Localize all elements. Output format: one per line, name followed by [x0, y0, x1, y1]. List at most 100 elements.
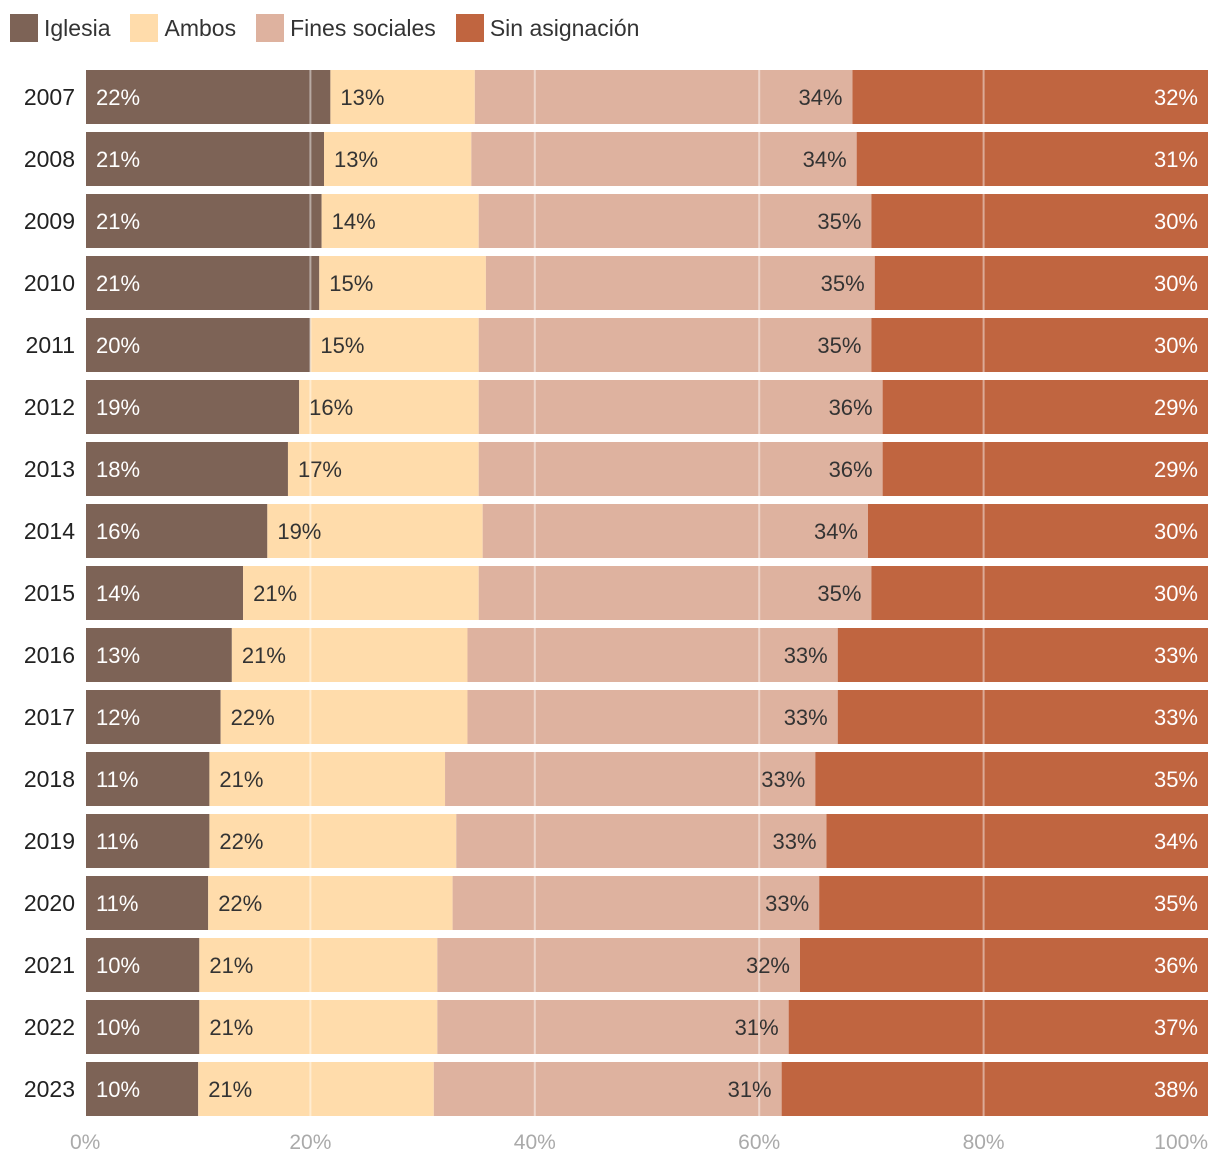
bar-label-ambos-2019: 22% [219, 829, 263, 854]
bar-segment-fines-sociales-2008 [471, 132, 857, 186]
bar-segment-ambos-2008 [324, 132, 472, 186]
bar-label-iglesia-2009: 21% [96, 209, 140, 234]
bar-segment-fines-sociales-2015 [478, 566, 872, 620]
bar-label-ambos-2016: 21% [242, 643, 286, 668]
year-label-2013: 2013 [24, 456, 75, 482]
bar-segment-sin-asignacion-2015 [871, 566, 1208, 620]
bar-label-ambos-2013: 17% [298, 457, 342, 482]
bar-segment-sin-asignacion-2023 [781, 1062, 1208, 1116]
bar-segment-fines-sociales-2022 [437, 1000, 789, 1054]
bar-segment-fines-sociales-2019 [456, 814, 827, 868]
bar-segment-sin-asignacion-2017 [837, 690, 1208, 744]
year-label-2011: 2011 [26, 332, 75, 358]
bar-segment-sin-asignacion-2008 [856, 132, 1208, 186]
bar-label-sin-asignacion-2018: 35% [1154, 767, 1198, 792]
bar-segment-sin-asignacion-2014 [868, 504, 1208, 558]
bar-segment-sin-asignacion-2011 [871, 318, 1208, 372]
bar-segment-fines-sociales-2011 [478, 318, 872, 372]
legend-item-sin-asignacion: Sin asignación [455, 14, 640, 42]
bar-label-sin-asignacion-2023: 38% [1154, 1077, 1198, 1102]
legend-label-fines-sociales: Fines sociales [290, 14, 436, 41]
x-tick-label-20pct: 20% [289, 1131, 331, 1154]
bar-segment-fines-sociales-2014 [482, 504, 868, 558]
bar-label-fines-sociales-2011: 35% [817, 333, 861, 358]
bar-label-iglesia-2022: 10% [96, 1015, 140, 1040]
chart-legend: Iglesia Ambos Fines sociales Sin asignac… [10, 12, 659, 44]
bar-segment-iglesia-2016 [86, 628, 232, 682]
bar-label-iglesia-2023: 10% [96, 1077, 140, 1102]
year-label-2018: 2018 [24, 766, 75, 792]
bar-segment-fines-sociales-2020 [452, 876, 820, 930]
legend-swatch-ambos [130, 14, 159, 42]
bar-segment-iglesia-2009 [86, 194, 322, 248]
bar-label-ambos-2008: 13% [334, 147, 378, 172]
x-tick-label-0pct: 0% [70, 1131, 100, 1154]
bar-segment-sin-asignacion-2020 [819, 876, 1208, 930]
bar-label-ambos-2014: 19% [277, 519, 321, 544]
bar-label-fines-sociales-2021: 32% [746, 953, 790, 978]
bar-label-sin-asignacion-2010: 30% [1154, 271, 1198, 296]
x-tick-label-80pct: 80% [963, 1131, 1005, 1154]
year-label-2010: 2010 [24, 270, 75, 296]
bar-segment-fines-sociales-2016 [467, 628, 838, 682]
bar-segment-ambos-2023 [198, 1062, 434, 1116]
x-tick-label-40pct: 40% [514, 1131, 556, 1154]
bar-segment-sin-asignacion-2009 [871, 194, 1208, 248]
bar-segment-fines-sociales-2012 [478, 380, 883, 434]
bar-segment-fines-sociales-2017 [467, 690, 838, 744]
bar-segment-iglesia-2018 [86, 752, 210, 806]
bar-segment-sin-asignacion-2018 [815, 752, 1208, 806]
bar-segment-sin-asignacion-2022 [788, 1000, 1208, 1054]
bar-segment-iglesia-2014 [86, 504, 268, 558]
legend-swatch-iglesia [10, 14, 38, 42]
bar-label-iglesia-2014: 16% [96, 519, 140, 544]
bar-segment-ambos-2016 [231, 628, 468, 682]
bar-segment-ambos-2010 [319, 256, 486, 310]
bar-segment-iglesia-2022 [86, 1000, 200, 1054]
legend-label-sin-asignacion: Sin asignación [489, 14, 640, 41]
bar-segment-sin-asignacion-2007 [852, 70, 1208, 124]
bar-label-iglesia-2019: 11% [96, 829, 138, 854]
bar-segment-ambos-2009 [321, 194, 479, 248]
bar-label-fines-sociales-2014: 34% [814, 519, 858, 544]
bar-label-fines-sociales-2007: 34% [798, 85, 842, 110]
legend-item-fines-sociales: Fines sociales [256, 14, 436, 42]
bar-label-fines-sociales-2017: 33% [784, 705, 828, 730]
bar-segment-fines-sociales-2018 [445, 752, 816, 806]
bar-segment-sin-asignacion-2010 [874, 256, 1208, 310]
bar-segment-sin-asignacion-2016 [837, 628, 1208, 682]
bar-label-iglesia-2015: 14% [96, 581, 140, 606]
legend-swatch-sin-asignacion [455, 14, 484, 42]
bar-segment-iglesia-2010 [86, 256, 320, 310]
bar-label-fines-sociales-2022: 31% [735, 1015, 779, 1040]
bar-label-sin-asignacion-2019: 34% [1154, 829, 1198, 854]
bar-segment-ambos-2012 [299, 380, 479, 434]
bar-segment-ambos-2011 [310, 318, 479, 372]
bar-segment-ambos-2013 [287, 442, 479, 496]
year-label-2019: 2019 [24, 828, 75, 854]
bar-segment-ambos-2017 [220, 690, 468, 744]
year-label-2017: 2017 [24, 704, 75, 730]
legend-swatch-fines-sociales [256, 14, 285, 42]
bar-segment-sin-asignacion-2021 [800, 938, 1208, 992]
bar-segment-iglesia-2007 [86, 70, 331, 124]
bar-label-iglesia-2007: 22% [96, 85, 140, 110]
bar-segment-fines-sociales-2013 [478, 442, 883, 496]
bar-segment-iglesia-2011 [86, 318, 311, 372]
legend-label-ambos: Ambos [164, 14, 237, 41]
bar-segment-iglesia-2012 [86, 380, 300, 434]
x-tick-label-100pct: 100% [1154, 1131, 1208, 1154]
bar-segment-ambos-2007 [330, 70, 475, 124]
bar-segment-iglesia-2013 [86, 442, 288, 496]
bar-segment-ambos-2015 [243, 566, 479, 620]
bar-label-iglesia-2018: 11% [96, 767, 138, 792]
year-label-2020: 2020 [24, 890, 75, 916]
bar-label-ambos-2009: 14% [332, 209, 376, 234]
bar-label-ambos-2011: 15% [320, 333, 364, 358]
bar-segment-iglesia-2015 [86, 566, 244, 620]
bar-segment-fines-sociales-2010 [485, 256, 875, 310]
bar-label-fines-sociales-2010: 35% [821, 271, 865, 296]
bar-segment-ambos-2020 [208, 876, 453, 930]
bar-label-iglesia-2010: 21% [96, 271, 140, 296]
